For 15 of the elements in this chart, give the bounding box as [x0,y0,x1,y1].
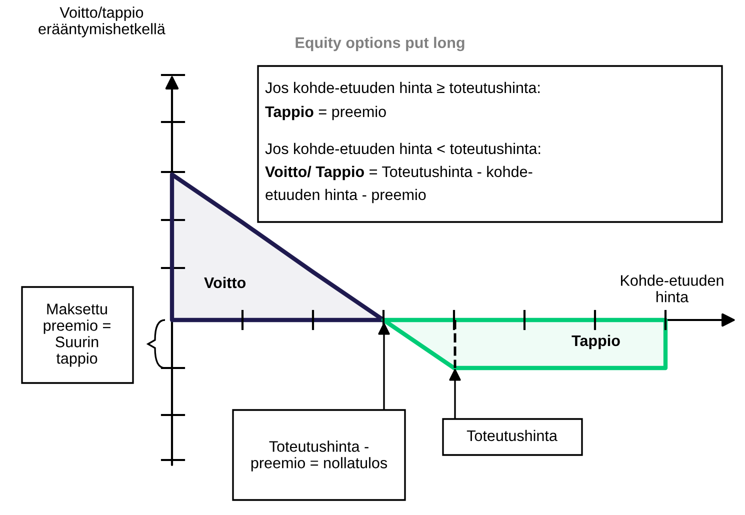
annotation: Tappio [572,334,620,350]
text: Toteutushinta [466,430,558,442]
chart-title: Equity options put long [296,36,464,52]
annotation: Voitto/ Tappio [265,166,364,180]
text: Maksettu preemio = Suurin tappio [44,303,110,367]
text: Toteutushinta - preemio = nollatulos [251,440,388,472]
annotation: Voitto [204,276,246,288]
x-axis-title: Kohde-etuuden hinta [621,274,724,302]
text: Tappio [265,106,314,120]
annotation: = Toteutushinta - kohde- [370,166,532,178]
text: = preemio [318,106,386,120]
annotation: etuuden hinta - preemio [266,188,426,204]
text: Voitto/tappio erääntymishetkellä [38,6,166,38]
text: Jos kohde-etuuden hinta ≥ toteutushinta: [265,82,540,94]
text: Jos kohde-etuuden hinta < toteutushinta: [265,142,540,154]
